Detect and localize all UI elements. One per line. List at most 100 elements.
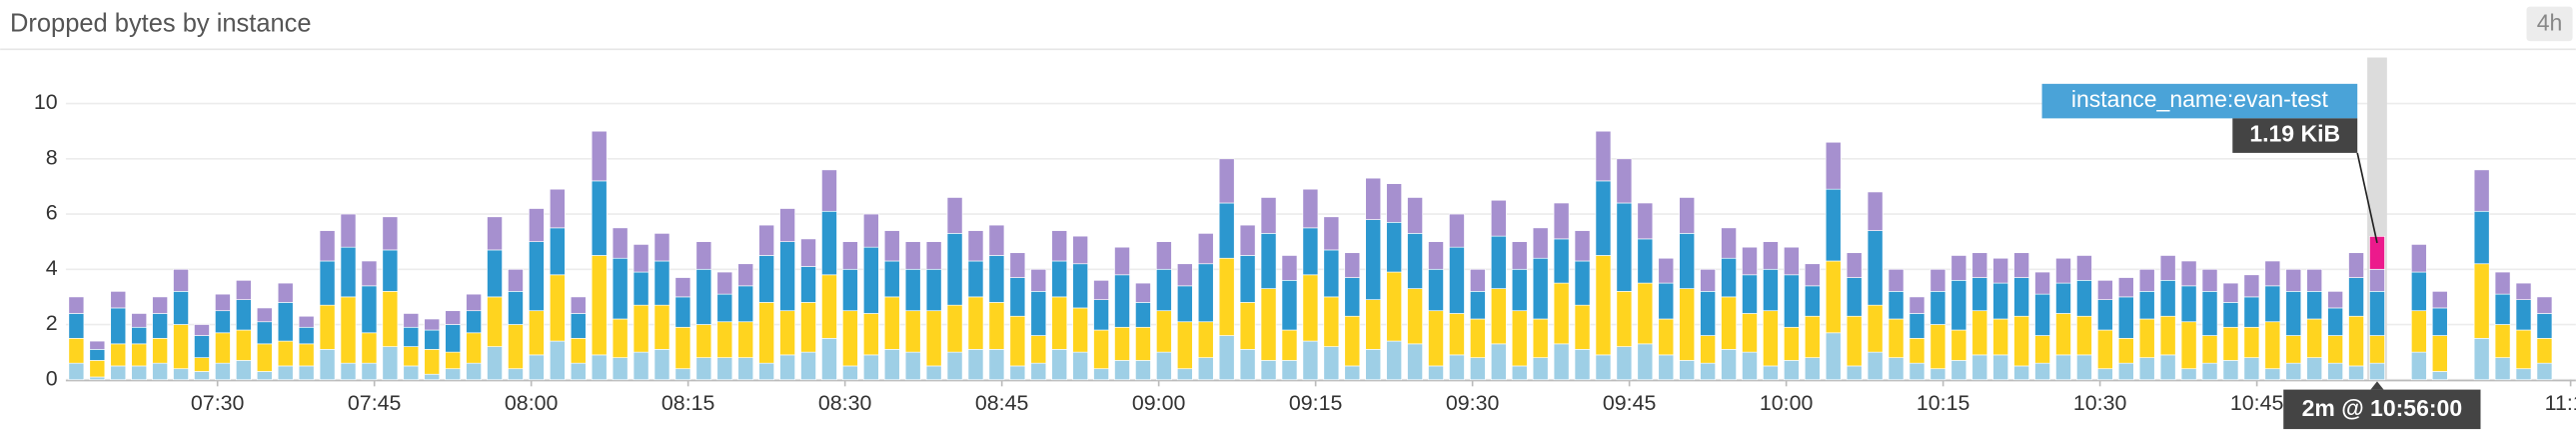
- bar-segment: [904, 241, 921, 270]
- bar-segment: [194, 357, 210, 372]
- bar-segment: [2159, 255, 2176, 281]
- bar-segment: [2327, 291, 2343, 309]
- bar-segment: [68, 337, 85, 364]
- bar-segment: [215, 332, 231, 364]
- bar-segment: [424, 349, 441, 375]
- bar-segment: [1428, 268, 1444, 312]
- bar-segment: [194, 335, 210, 358]
- bar-segment: [2306, 291, 2323, 320]
- bar-segment: [1825, 260, 1842, 334]
- bar-segment: [1156, 351, 1172, 381]
- bar-segment: [1804, 357, 1821, 381]
- bar-segment: [1867, 304, 1884, 353]
- bar-segment: [2243, 326, 2260, 358]
- bar-segment: [2410, 310, 2427, 353]
- bar-segment: [1658, 257, 1675, 284]
- bar-segment: [1197, 357, 1214, 381]
- bar-segment: [1574, 349, 1591, 381]
- bar-segment: [1930, 368, 1946, 381]
- bar-segment: [612, 257, 629, 320]
- bar-segment: [2034, 293, 2050, 336]
- bar-segment: [1595, 180, 1612, 256]
- bar-segment: [466, 293, 482, 312]
- bar-segment: [340, 296, 357, 364]
- bar-segment: [2285, 268, 2302, 292]
- bar-segment: [1197, 321, 1214, 358]
- bar-segment: [382, 291, 399, 347]
- bar-segment: [1700, 335, 1717, 364]
- bar-segment: [1365, 177, 1382, 220]
- bar-segment: [653, 349, 670, 381]
- highlight-segment: [2369, 236, 2385, 270]
- bar-segment: [2494, 357, 2511, 381]
- bar-segment: [2138, 357, 2155, 381]
- bar-segment: [2180, 285, 2197, 323]
- bar-segment: [445, 324, 462, 353]
- bar-segment: [842, 241, 858, 270]
- bar-segment: [695, 324, 712, 358]
- bar-segment: [319, 304, 336, 350]
- bar-segment: [403, 365, 420, 381]
- bar-segment: [1511, 268, 1528, 312]
- y-tick-label: 0: [46, 366, 58, 390]
- bar-segment: [1992, 257, 2009, 284]
- bar-segment: [925, 268, 942, 312]
- bar-segment: [2222, 326, 2239, 361]
- bar-segment: [1825, 332, 1842, 381]
- x-tick-label: 08:15: [661, 391, 714, 415]
- bar-segment: [1449, 213, 1465, 248]
- bar-segment: [821, 169, 837, 212]
- bar-segment: [2473, 263, 2490, 339]
- bar-segment: [2013, 277, 2029, 317]
- bar-segment: [2348, 252, 2364, 278]
- bar-segment: [131, 326, 148, 345]
- bar-segment: [466, 332, 482, 364]
- bar-segment: [89, 360, 106, 378]
- bar-segment: [737, 357, 754, 381]
- bar-segment: [2159, 315, 2176, 356]
- bar-segment: [1763, 268, 1779, 312]
- bar-segment: [110, 365, 127, 381]
- bar-segment: [967, 260, 984, 298]
- bar-segment: [674, 296, 691, 328]
- bar-segment: [1239, 349, 1256, 381]
- bar-segment: [508, 291, 524, 325]
- bar-segment: [1156, 268, 1172, 312]
- bar-segment: [1386, 340, 1403, 381]
- bar-segment: [821, 210, 837, 276]
- bar-segment: [1804, 263, 1821, 287]
- bar-segment: [1574, 304, 1591, 350]
- bar-segment: [1135, 326, 1151, 361]
- bar-segment: [1030, 362, 1047, 381]
- bar-segment: [1114, 274, 1130, 328]
- labels: 0 2 4 6 8 10 07:30 07:45 08:00 08:15 08:30 08:45 09:…: [34, 90, 2576, 415]
- bar-segment: [2285, 291, 2302, 336]
- bar-segment: [2096, 279, 2113, 300]
- bar-segment: [1742, 274, 1758, 314]
- bar-segment: [340, 213, 357, 248]
- bar-segment: [2034, 271, 2050, 295]
- bar-segment: [1553, 202, 1570, 240]
- bar-segment: [1470, 357, 1486, 381]
- bar-segment: [2431, 291, 2448, 309]
- bar-segment: [2201, 268, 2218, 292]
- y-tick-label: 10: [34, 90, 58, 114]
- tooltip-time-arrow: [2370, 381, 2384, 390]
- bar-segment: [1093, 299, 1109, 331]
- bar-segment: [1260, 233, 1277, 289]
- bar-segment: [1679, 197, 1696, 234]
- bar-segment: [883, 260, 900, 298]
- bar-segment: [1846, 277, 1863, 317]
- range-button[interactable]: [2526, 6, 2573, 42]
- bar-segment: [2369, 335, 2385, 364]
- bar-segment: [925, 241, 942, 270]
- bar-segment: [988, 349, 1005, 381]
- bar-segment: [2055, 354, 2071, 381]
- x-tick-label: 09:15: [1289, 391, 1342, 415]
- bar-segment: [1574, 260, 1591, 306]
- bar-segment: [1218, 202, 1235, 259]
- bar-segment: [1930, 268, 1946, 292]
- x-tick-label: 08:30: [818, 391, 872, 415]
- range-label[interactable]: 4h: [2537, 10, 2563, 36]
